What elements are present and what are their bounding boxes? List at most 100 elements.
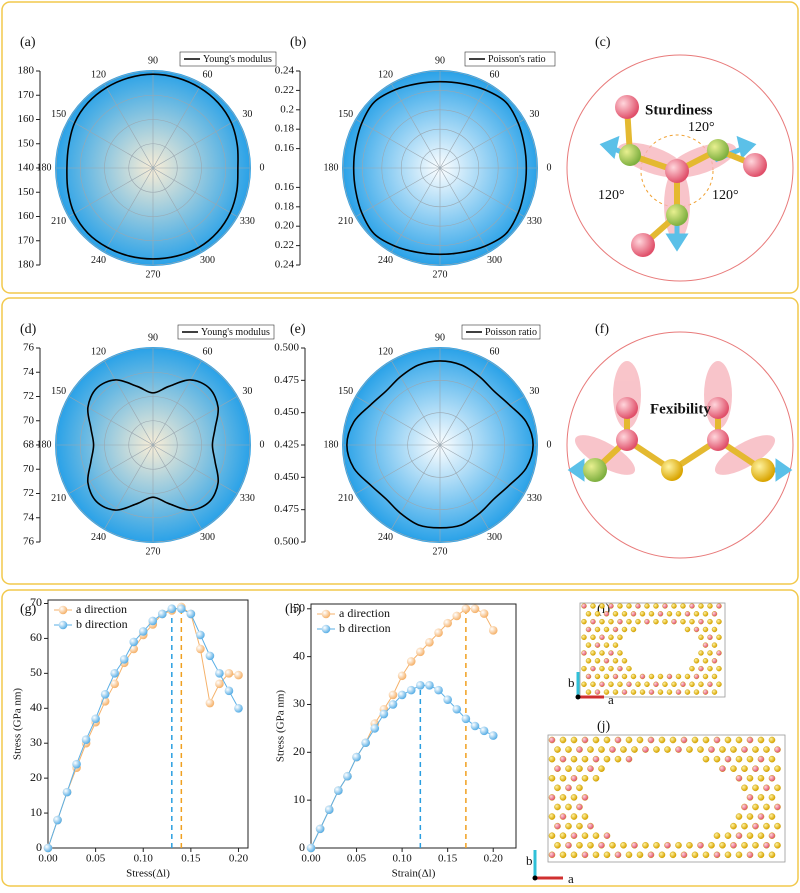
atom	[653, 841, 660, 849]
atom	[599, 634, 605, 641]
grid-spoke	[391, 360, 441, 446]
angle-label: 240	[378, 255, 393, 266]
atom	[616, 429, 638, 451]
atom	[711, 658, 718, 664]
atom	[608, 618, 614, 625]
angle-label: 210	[51, 216, 66, 227]
point	[397, 690, 407, 700]
atom	[608, 603, 614, 609]
atom	[741, 765, 748, 772]
atom	[599, 665, 605, 672]
angle-label: 90	[435, 332, 445, 343]
point	[186, 609, 196, 619]
atom	[698, 650, 704, 656]
angle-label: 120°	[712, 188, 739, 203]
atom	[698, 681, 704, 688]
atom	[757, 775, 765, 782]
angle-label: 90	[435, 55, 445, 66]
x-tick-label: 0.15	[438, 853, 458, 865]
point	[352, 752, 361, 762]
angle-label: 210	[338, 493, 353, 504]
atom	[746, 755, 754, 763]
atom	[752, 746, 759, 753]
atom	[716, 665, 722, 672]
atom	[570, 736, 578, 744]
r-tick-label: 72	[23, 487, 34, 499]
atom	[599, 618, 605, 625]
grid-spoke	[152, 396, 238, 446]
point	[177, 604, 186, 614]
outline	[566, 54, 794, 282]
atom	[639, 673, 646, 680]
atom	[642, 746, 649, 753]
legend-label: a direction	[76, 602, 127, 616]
angle-label: 300	[200, 532, 215, 543]
atom	[735, 832, 743, 839]
y-tick-label: 20	[293, 744, 305, 758]
point	[215, 679, 224, 689]
atom	[621, 673, 628, 680]
r-tick-label: 0.425	[274, 439, 299, 451]
grid-spoke	[355, 167, 441, 217]
atom	[592, 755, 600, 763]
atom	[741, 784, 748, 792]
point	[110, 679, 119, 689]
point	[215, 669, 224, 678]
grid-spoke	[68, 444, 154, 494]
atom	[698, 618, 704, 625]
atom	[741, 746, 748, 753]
atom	[719, 765, 726, 772]
atom	[644, 618, 650, 625]
atom	[615, 95, 639, 119]
atom	[614, 736, 622, 744]
polar-curve	[352, 80, 528, 256]
panel-label: (c)	[595, 35, 611, 50]
atom	[702, 611, 709, 617]
r-tick-label: 70	[23, 414, 35, 426]
atom	[686, 746, 693, 753]
atom	[554, 841, 561, 849]
angle-label: 330	[240, 493, 255, 504]
atom	[585, 642, 592, 648]
angle-label: 120°	[598, 188, 625, 203]
point	[43, 843, 53, 853]
atom	[719, 746, 726, 753]
atom	[548, 832, 556, 839]
angle-label: 30	[242, 386, 252, 397]
atom	[554, 765, 561, 772]
grid-spoke	[68, 119, 154, 169]
atom	[730, 765, 737, 772]
axis-origin	[575, 694, 581, 700]
point	[406, 657, 416, 666]
angle-label: 180	[37, 439, 52, 450]
atom	[581, 851, 589, 859]
atom	[653, 681, 659, 688]
point	[461, 714, 471, 724]
atom	[774, 765, 781, 772]
atom	[570, 832, 578, 839]
atom	[757, 832, 765, 839]
atom	[735, 755, 743, 763]
atom	[711, 689, 718, 695]
atom	[757, 813, 765, 820]
atom	[612, 673, 619, 680]
atom	[746, 775, 754, 782]
angle-label: 0	[547, 162, 552, 173]
grid-spoke	[68, 396, 154, 446]
point	[370, 724, 380, 733]
atom	[774, 822, 781, 830]
lattice-diagrams: b a b a (f) (c) (i) (j)	[526, 35, 786, 886]
atom	[608, 665, 614, 672]
point	[334, 786, 343, 795]
grid-spoke	[439, 167, 489, 253]
legend-marker	[58, 620, 68, 630]
atom	[617, 634, 623, 641]
atom	[616, 397, 638, 419]
atom	[666, 204, 688, 226]
point	[167, 604, 177, 614]
r-tick-label: 76	[23, 536, 35, 548]
atom	[752, 765, 759, 772]
atom	[636, 736, 644, 744]
r-tick-label: 0.500	[274, 342, 299, 354]
